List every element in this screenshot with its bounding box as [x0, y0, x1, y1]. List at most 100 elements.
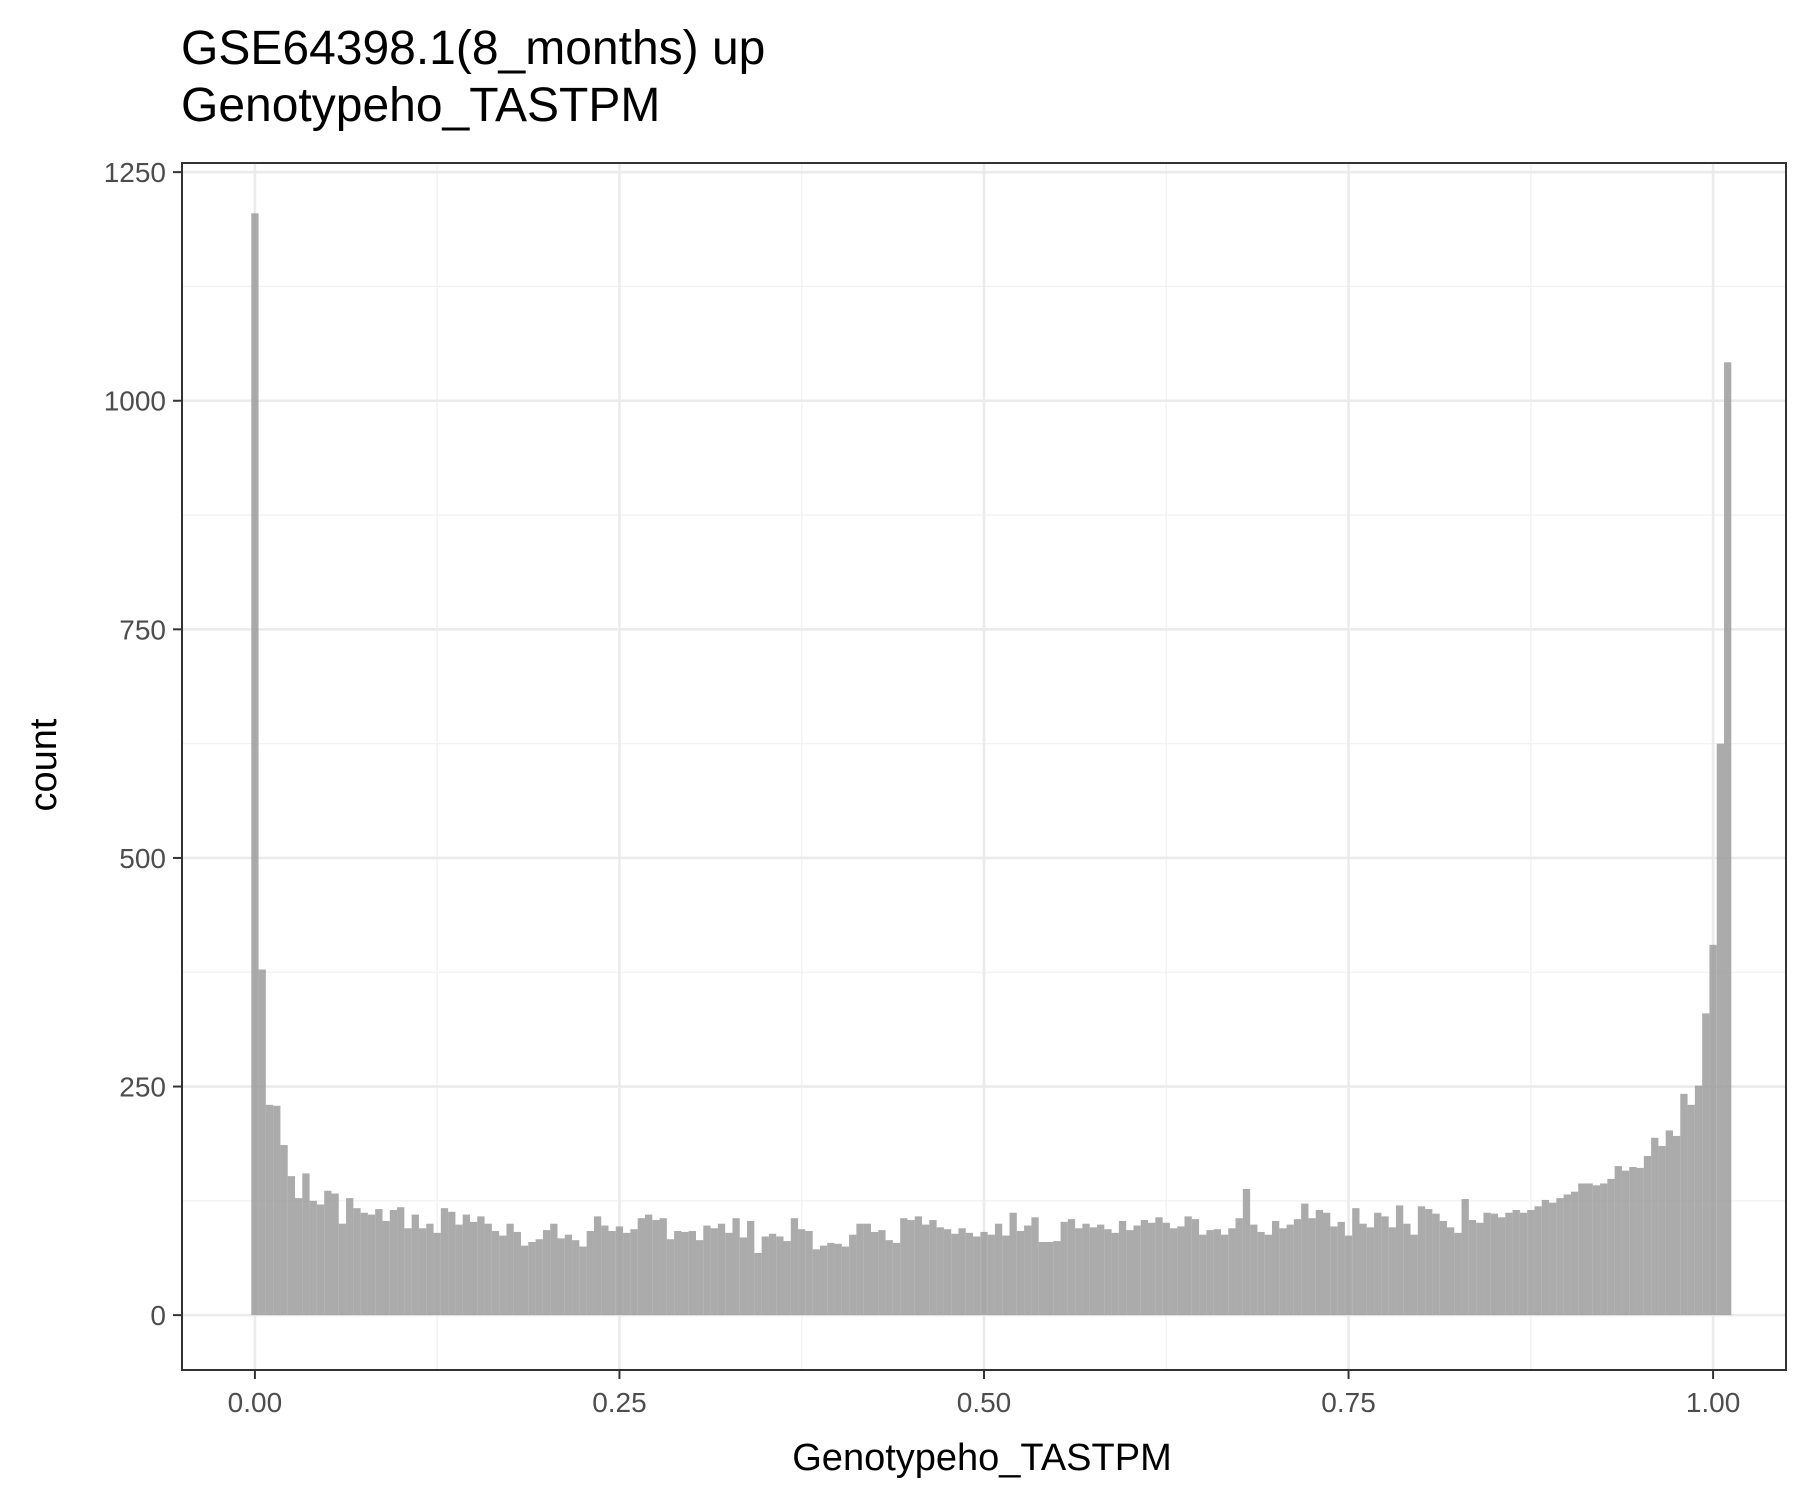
chart-subtitle: Genotypeho_TASTPM	[181, 79, 660, 132]
histogram-bar	[1702, 1013, 1710, 1316]
histogram-bar	[280, 1145, 288, 1316]
histogram-bar	[375, 1209, 383, 1316]
histogram-bar	[397, 1207, 405, 1316]
histogram-bar	[965, 1232, 974, 1316]
histogram-bar	[841, 1246, 850, 1316]
histogram-bar	[521, 1245, 529, 1316]
histogram-bar	[1016, 1231, 1025, 1316]
histogram-bar	[1293, 1219, 1302, 1316]
histogram-bar	[1257, 1231, 1265, 1316]
histogram-bar	[535, 1239, 543, 1316]
histogram-bar	[900, 1218, 908, 1316]
histogram-bar	[849, 1234, 857, 1316]
histogram-bar	[1082, 1223, 1090, 1316]
histogram-bar	[973, 1236, 981, 1316]
histogram-bar	[644, 1214, 653, 1316]
histogram-bar	[1162, 1222, 1170, 1316]
histogram-bar	[1381, 1216, 1389, 1316]
chart-title: GSE64398.1(8_months) up	[181, 22, 765, 75]
histogram-bar	[747, 1220, 755, 1316]
histogram-bar	[499, 1235, 507, 1316]
histogram-bar	[418, 1228, 427, 1316]
histogram-bar	[1060, 1221, 1068, 1316]
histogram-bar	[1177, 1226, 1185, 1316]
histogram-bar	[1636, 1167, 1644, 1316]
histogram-bar	[586, 1231, 594, 1316]
histogram-bar	[1308, 1218, 1316, 1316]
histogram-bar	[1206, 1230, 1214, 1316]
histogram-bar	[1009, 1212, 1017, 1316]
histogram-bar	[564, 1234, 573, 1316]
histogram-bar	[1621, 1170, 1630, 1316]
histogram-bar	[382, 1220, 390, 1316]
y-axis-title: count	[23, 718, 65, 811]
histogram-bar	[448, 1211, 456, 1316]
histogram-bar	[1344, 1235, 1353, 1316]
histogram-bar	[1585, 1183, 1593, 1316]
y-tick-label: 750	[119, 614, 166, 645]
histogram-bar	[1148, 1222, 1156, 1316]
histogram-bar	[542, 1230, 551, 1316]
histogram-bar	[1271, 1220, 1280, 1316]
histogram-bar	[1374, 1212, 1382, 1316]
histogram-bar	[827, 1242, 835, 1316]
histogram-bar	[1461, 1199, 1469, 1316]
histogram-bar	[1337, 1221, 1345, 1316]
histogram-bar	[1235, 1218, 1243, 1316]
histogram-bar	[1519, 1212, 1528, 1316]
histogram-bar	[1614, 1166, 1622, 1316]
histogram-bar	[1709, 944, 1717, 1316]
histogram-bar	[1250, 1224, 1258, 1316]
histogram-bar	[1498, 1217, 1506, 1316]
histogram-bar	[550, 1223, 558, 1316]
histogram-bar	[1527, 1209, 1535, 1316]
histogram-bar	[819, 1245, 828, 1316]
histogram-bar	[761, 1236, 769, 1316]
histogram-bar	[834, 1243, 842, 1316]
histogram-bar	[1672, 1135, 1681, 1316]
histogram-bar	[878, 1230, 886, 1316]
histogram-bar	[980, 1231, 988, 1316]
histogram-bar	[1002, 1235, 1010, 1316]
x-tick-label: 0.25	[592, 1387, 647, 1418]
histogram-bar	[309, 1200, 317, 1316]
histogram-bar	[1075, 1228, 1083, 1316]
histogram-bar	[710, 1228, 718, 1316]
histogram-bar	[717, 1223, 726, 1316]
histogram-bar	[914, 1216, 923, 1316]
histogram-bar	[1097, 1224, 1105, 1316]
y-tick-label: 0	[150, 1300, 166, 1331]
histogram-bar	[732, 1218, 740, 1316]
histogram-bar	[251, 213, 259, 1316]
histogram-bar	[316, 1204, 325, 1316]
histogram-bar	[798, 1229, 806, 1316]
histogram-bar	[1724, 362, 1732, 1316]
histogram-bar	[295, 1198, 303, 1316]
histogram-bar	[1118, 1220, 1127, 1316]
histogram-bar	[623, 1232, 631, 1316]
histogram-bar	[907, 1220, 915, 1316]
histogram-bar	[987, 1234, 995, 1316]
y-tick-label: 1250	[104, 157, 166, 188]
histogram-bar	[1045, 1241, 1054, 1316]
histogram-bar	[922, 1224, 930, 1316]
histogram-bar	[1505, 1212, 1513, 1316]
histogram-bar	[1242, 1188, 1251, 1316]
histogram-bar	[1665, 1130, 1673, 1316]
histogram-bar	[462, 1214, 470, 1316]
histogram-bar	[1366, 1227, 1375, 1316]
histogram-bar	[703, 1225, 711, 1316]
histogram-bar	[681, 1231, 689, 1316]
histogram-bar	[426, 1223, 434, 1316]
histogram-bar	[856, 1223, 864, 1316]
histogram-bar	[360, 1212, 368, 1316]
histogram-bar	[1315, 1209, 1324, 1316]
histogram-bar	[637, 1218, 645, 1316]
histogram-bar	[1053, 1241, 1061, 1316]
x-tick-label: 1.00	[1686, 1387, 1741, 1418]
histogram-bar	[1395, 1205, 1404, 1316]
histogram-bar	[1680, 1093, 1688, 1316]
histogram-bar	[258, 969, 266, 1316]
histogram-bar	[994, 1223, 1003, 1316]
histogram-bar	[1549, 1202, 1557, 1316]
